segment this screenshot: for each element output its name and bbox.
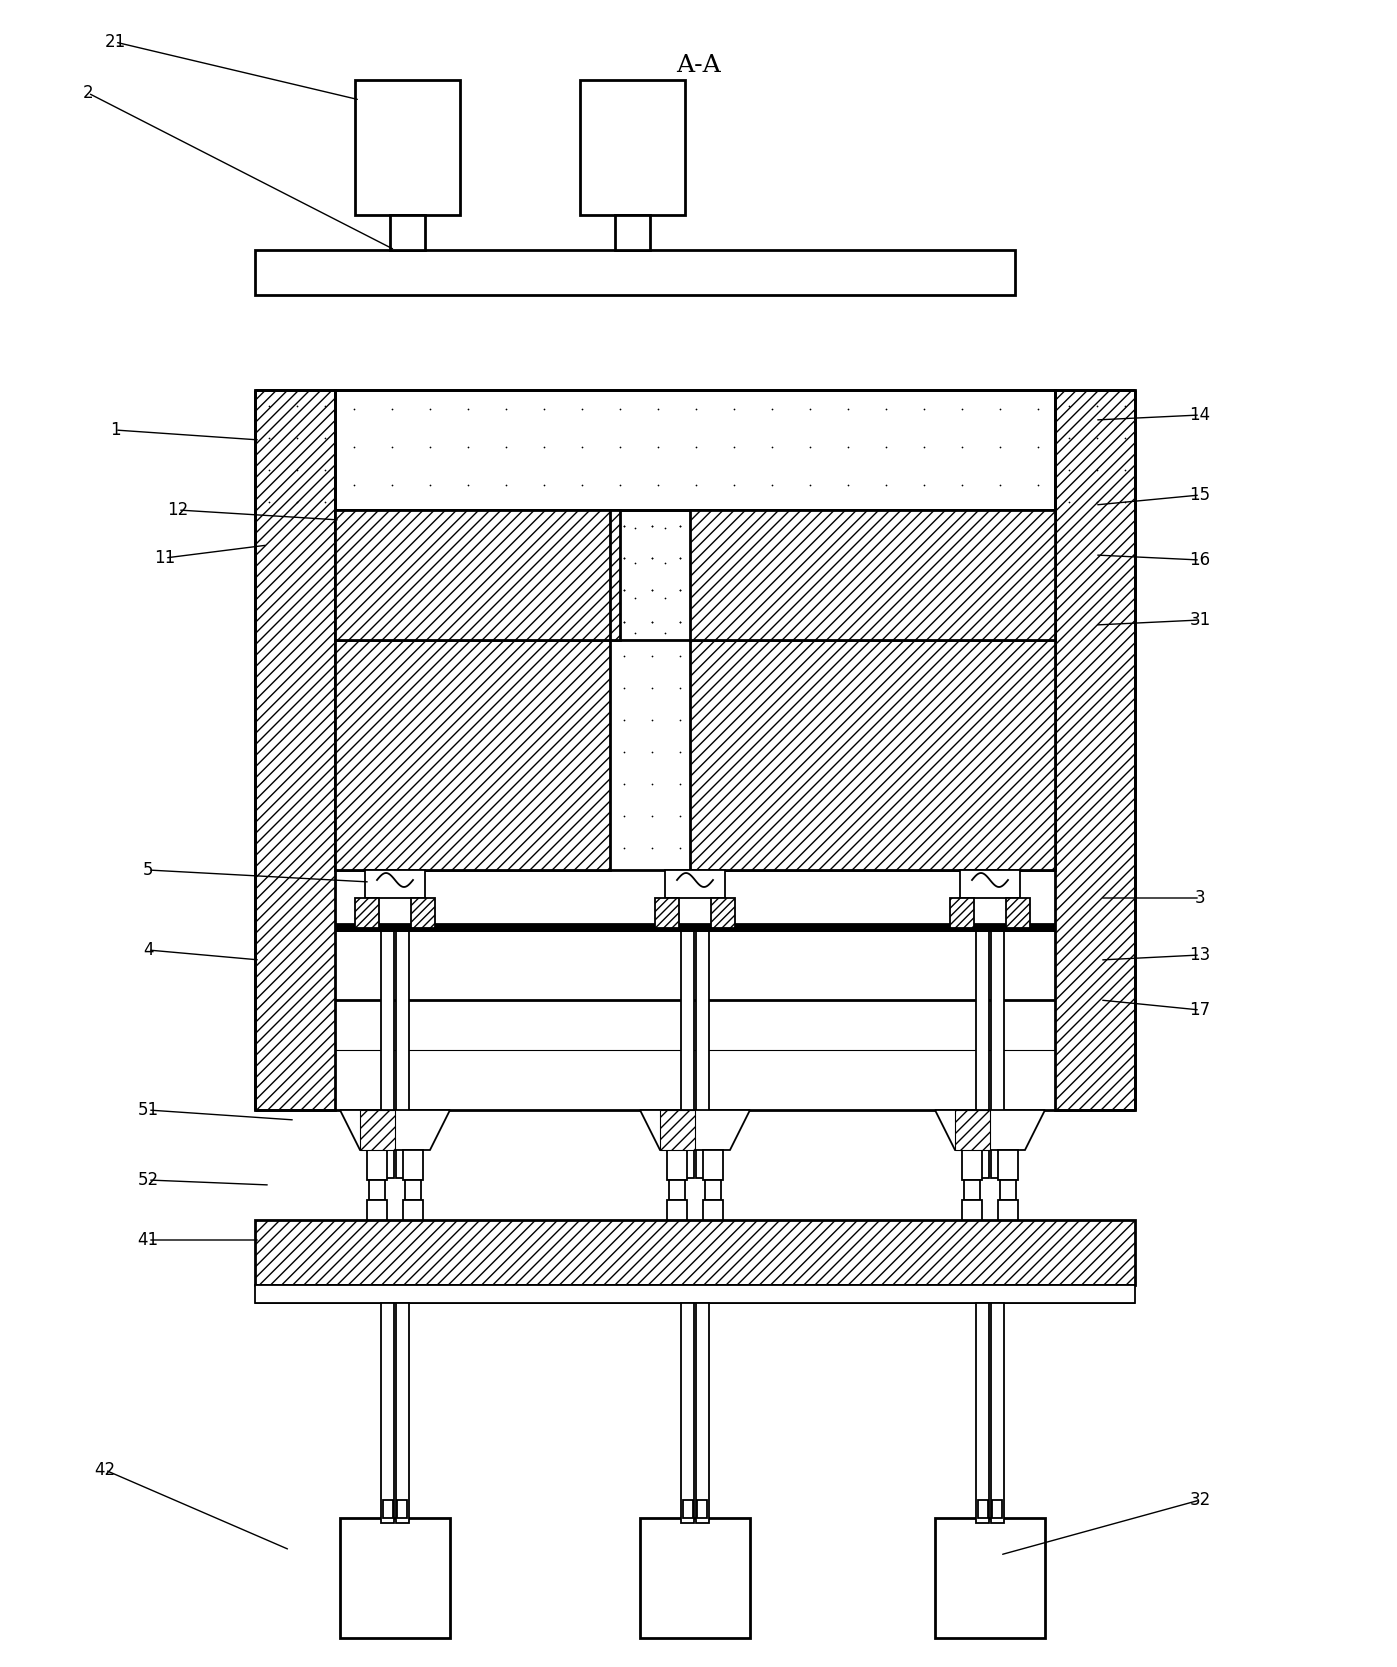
Text: 2: 2 <box>82 83 94 102</box>
Bar <box>256 1285 1134 1304</box>
Polygon shape <box>935 1110 1045 1150</box>
Bar <box>666 1200 687 1220</box>
Bar <box>615 215 650 250</box>
Text: 31: 31 <box>1189 612 1211 628</box>
Bar <box>580 80 685 215</box>
Bar <box>977 929 989 1179</box>
Polygon shape <box>640 1110 750 1150</box>
Bar <box>666 1150 687 1180</box>
Bar <box>405 1180 420 1200</box>
Bar <box>640 1519 750 1639</box>
Bar <box>992 1500 1002 1519</box>
Bar <box>960 870 1020 899</box>
Bar <box>935 1519 1045 1639</box>
Text: 11: 11 <box>155 548 176 567</box>
Text: 41: 41 <box>137 1230 159 1249</box>
Text: 3: 3 <box>1194 889 1206 907</box>
Bar <box>990 1304 1004 1524</box>
Bar <box>659 1110 694 1150</box>
Bar <box>335 510 620 640</box>
Bar <box>997 1150 1018 1180</box>
Bar <box>395 929 409 1179</box>
Bar <box>367 1200 387 1220</box>
Bar <box>950 899 974 929</box>
Bar <box>335 510 610 640</box>
Text: A-A: A-A <box>676 53 721 77</box>
Bar <box>977 1304 989 1524</box>
Bar <box>397 1500 407 1519</box>
Text: 5: 5 <box>142 860 154 879</box>
Bar <box>335 640 610 870</box>
Text: 17: 17 <box>1189 1000 1211 1019</box>
Bar <box>369 1180 386 1200</box>
Bar <box>703 1200 724 1220</box>
Text: 1: 1 <box>110 422 120 438</box>
Text: 42: 42 <box>95 1460 116 1479</box>
Bar <box>978 1500 988 1519</box>
Polygon shape <box>339 1110 450 1150</box>
Bar <box>335 390 1055 510</box>
Bar <box>711 899 735 929</box>
Bar <box>690 510 1055 640</box>
Bar <box>956 1110 990 1150</box>
Bar <box>256 1220 1134 1285</box>
Bar <box>360 1110 395 1150</box>
Bar <box>402 1200 423 1220</box>
Bar <box>402 1150 423 1180</box>
Bar <box>964 1180 981 1200</box>
Text: 21: 21 <box>105 33 126 52</box>
Bar <box>335 924 1055 932</box>
Text: 12: 12 <box>168 502 189 518</box>
Text: 52: 52 <box>137 1170 159 1189</box>
Bar <box>381 1304 394 1524</box>
Bar <box>339 1519 450 1639</box>
Bar <box>690 640 1055 870</box>
Bar <box>383 1500 393 1519</box>
Bar <box>367 1150 387 1180</box>
Bar <box>696 929 710 1179</box>
Bar <box>696 1304 710 1524</box>
Text: 14: 14 <box>1189 407 1211 423</box>
Bar <box>963 1150 982 1180</box>
Bar <box>1006 899 1030 929</box>
Bar <box>365 870 425 899</box>
Bar <box>705 1180 721 1200</box>
Bar <box>669 1180 685 1200</box>
Text: 16: 16 <box>1189 552 1211 568</box>
Bar <box>256 390 335 1110</box>
Text: 13: 13 <box>1189 945 1211 964</box>
Bar <box>411 899 434 929</box>
Bar <box>390 215 425 250</box>
Bar <box>395 1304 409 1524</box>
Bar <box>655 899 679 929</box>
Text: 15: 15 <box>1189 487 1211 503</box>
Bar <box>963 1200 982 1220</box>
Bar <box>1000 1180 1016 1200</box>
Bar <box>355 80 460 215</box>
Bar <box>680 1304 694 1524</box>
Bar <box>256 250 1016 295</box>
Bar <box>697 1500 707 1519</box>
Text: 32: 32 <box>1189 1490 1211 1509</box>
Bar <box>355 899 379 929</box>
Text: 4: 4 <box>142 940 154 959</box>
Bar <box>1055 390 1134 1110</box>
Bar <box>683 1500 693 1519</box>
Bar <box>680 929 694 1179</box>
Bar <box>997 1200 1018 1220</box>
Text: 51: 51 <box>137 1100 159 1119</box>
Bar <box>381 929 394 1179</box>
Bar <box>990 929 1004 1179</box>
Bar <box>703 1150 724 1180</box>
Bar <box>665 870 725 899</box>
